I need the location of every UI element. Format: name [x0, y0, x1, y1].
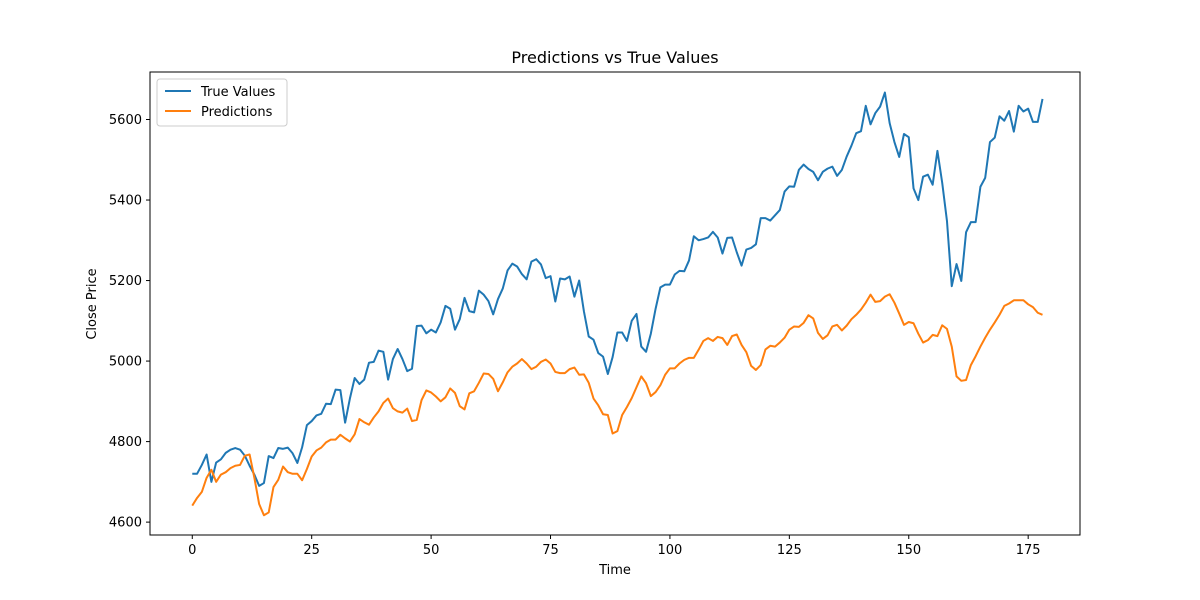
- y-tick-label: 5000: [109, 355, 142, 370]
- legend-label-true-values: True Values: [200, 85, 275, 100]
- x-tick-label: 125: [777, 543, 802, 558]
- y-tick-label: 5200: [109, 274, 142, 289]
- x-tick-label: 150: [896, 543, 921, 558]
- y-tick-label: 5400: [109, 194, 142, 209]
- plot-area: [191, 91, 1044, 517]
- axes-frame: [149, 71, 1081, 536]
- x-tick-label: 75: [542, 543, 559, 558]
- legend: True Values Predictions: [156, 78, 288, 127]
- y-tick-label: 4600: [109, 516, 142, 531]
- series-line-predictions: [191, 293, 1043, 517]
- y-tick-label: 4800: [109, 435, 142, 450]
- y-axis-label: Close Price: [85, 268, 100, 339]
- x-tick-label: 100: [658, 543, 683, 558]
- x-tick-label: 175: [1016, 543, 1041, 558]
- legend-label-predictions: Predictions: [201, 105, 273, 120]
- x-tick-label: 0: [188, 543, 196, 558]
- y-tick-label: 5600: [109, 113, 142, 128]
- x-tick-label: 50: [423, 543, 440, 558]
- x-axis: 0 25 50 75 100 125 150 175: [188, 535, 1041, 558]
- chart-title: Predictions vs True Values: [511, 48, 718, 67]
- series-line-true-values: [192, 91, 1044, 487]
- x-axis-label: Time: [598, 563, 631, 578]
- y-axis: 4600 4800 5000 5200 5400 5600: [109, 113, 150, 531]
- x-tick-label: 25: [303, 543, 320, 558]
